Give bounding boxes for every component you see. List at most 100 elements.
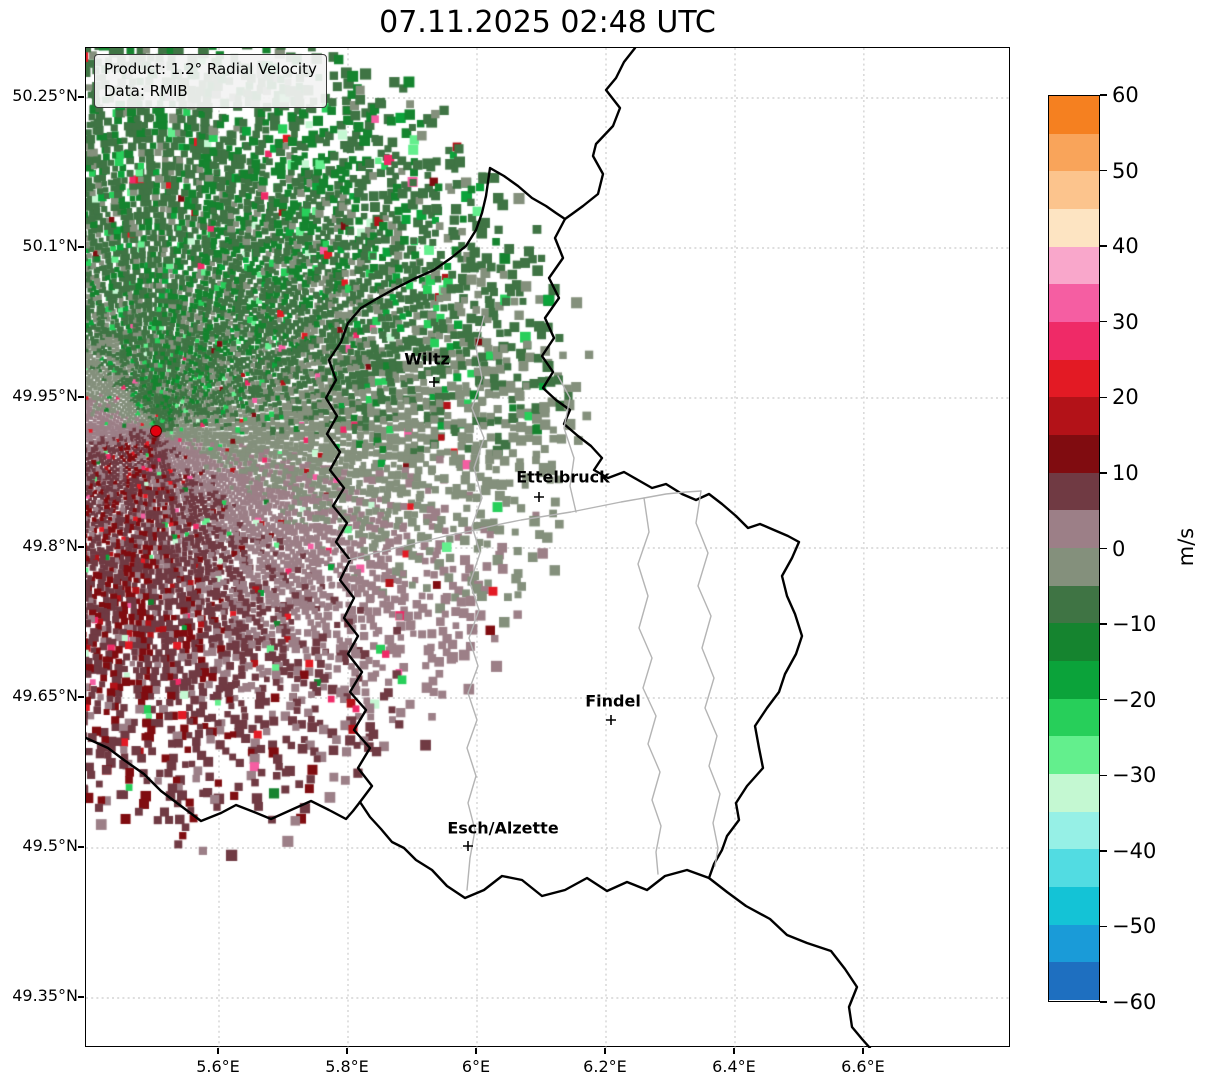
x-axis-tick [604,1048,606,1054]
colorbar-band [1049,322,1099,360]
city-label: Ettelbruck [516,467,610,487]
colorbar-tick [1100,698,1107,701]
colorbar-band [1049,585,1099,624]
colorbar [1048,95,1100,1002]
colorbar-tick-label: 50 [1112,158,1139,183]
y-axis-tick [78,246,84,248]
district-border-1 [466,315,485,891]
city-label: Findel [585,691,641,711]
colorbar-band [1049,246,1099,285]
x-axis-tick [733,1048,735,1054]
colorbar-tick-label: −60 [1112,990,1157,1014]
colorbar-tick-label: 60 [1112,83,1139,107]
country-border-southwest [86,736,362,823]
colorbar-band [1049,924,1099,963]
y-axis-tick-label: 49.95°N [12,386,78,405]
x-axis-tick-label: 6.4°E [712,1057,756,1076]
colorbar-band [1049,962,1099,1001]
colorbar-band [1049,472,1099,511]
colorbar-band [1049,849,1099,888]
colorbar-tick-label: 40 [1112,234,1139,259]
colorbar-tick [1100,321,1107,323]
y-axis-tick-label: 49.65°N [12,686,78,705]
district-border-3 [557,375,577,513]
colorbar-band [1049,96,1099,134]
colorbar-band [1049,359,1099,398]
colorbar-band [1049,397,1099,436]
colorbar-tick [1100,94,1107,96]
colorbar-band [1049,171,1099,210]
colorbar-unit-label: m/s [1174,527,1198,567]
colorbar-tick [1100,623,1107,625]
x-axis-tick-label: 6.2°E [583,1057,627,1076]
x-axis-tick-label: 6.6°E [841,1057,885,1076]
x-axis-tick [346,1048,348,1054]
country-border-east [540,217,872,1048]
colorbar-tick-label: 30 [1112,309,1139,334]
colorbar-band [1049,736,1099,775]
colorbar-tick-label: 20 [1112,385,1139,410]
district-border-4 [637,497,662,875]
city-label: Esch/Alzette [447,818,559,838]
city-label: Wiltz [404,349,450,369]
city-marker [463,841,473,851]
country-border-west [324,166,567,804]
colorbar-tick-label: −40 [1112,838,1157,863]
colorbar-tick [1100,774,1107,776]
x-axis-tick [217,1048,219,1054]
colorbar-tick [1100,1001,1107,1003]
x-axis-tick [475,1048,477,1054]
colorbar-tick [1100,245,1107,247]
colorbar-tick [1100,169,1107,172]
y-axis-tick-label: 49.35°N [12,986,78,1005]
colorbar-band [1049,435,1099,473]
x-axis-tick-label: 6°E [461,1057,491,1076]
colorbar-tick [1100,396,1107,399]
colorbar-tick [1100,925,1107,928]
city-marker [429,377,439,387]
colorbar-tick-label: 10 [1112,460,1139,485]
annotation-box: Product: 1.2° Radial Velocity Data: RMIB [94,54,327,108]
y-axis-tick [78,546,84,548]
city-marker [534,492,544,502]
colorbar-band [1049,774,1099,812]
figure-title: 07.11.2025 02:48 UTC [379,5,716,40]
y-axis-tick-label: 49.8°N [22,536,78,555]
colorbar-tick-label: −20 [1112,687,1157,712]
y-axis-tick [78,996,84,998]
colorbar-tick-label: −50 [1112,914,1157,939]
district-border-2 [347,490,702,561]
radar-site-dot [150,425,162,437]
colorbar-tick-label: 0 [1112,536,1126,561]
radar-velocity-field [86,48,1011,1048]
colorbar-tick-label: −10 [1112,612,1157,637]
colorbar-band [1049,811,1099,850]
y-axis-tick [78,96,84,98]
colorbar-band [1049,133,1099,172]
colorbar-band [1049,887,1099,925]
y-axis-tick [78,696,84,698]
colorbar-band [1049,698,1099,737]
y-axis-tick-label: 50.1°N [22,236,78,255]
colorbar-band [1049,548,1099,586]
colorbar-band [1049,623,1099,662]
colorbar-tick [1100,547,1107,550]
y-axis-tick-label: 50.25°N [12,86,78,105]
x-axis-tick-label: 5.6°E [196,1057,240,1076]
borders-layer [86,48,872,1048]
x-axis-tick [862,1048,864,1054]
country-border-south [358,800,711,900]
y-axis-tick [78,396,84,398]
country-border-north [563,48,637,221]
colorbar-tick [1100,850,1107,852]
city-marker [606,715,616,725]
district-border-5 [695,490,721,867]
y-axis-tick [78,846,84,848]
colorbar-band [1049,284,1099,323]
colorbar-band [1049,661,1099,699]
colorbar-band [1049,510,1099,549]
x-axis-tick-label: 5.8°E [325,1057,369,1076]
colorbar-band [1049,209,1099,247]
colorbar-tick-label: −30 [1112,763,1157,788]
